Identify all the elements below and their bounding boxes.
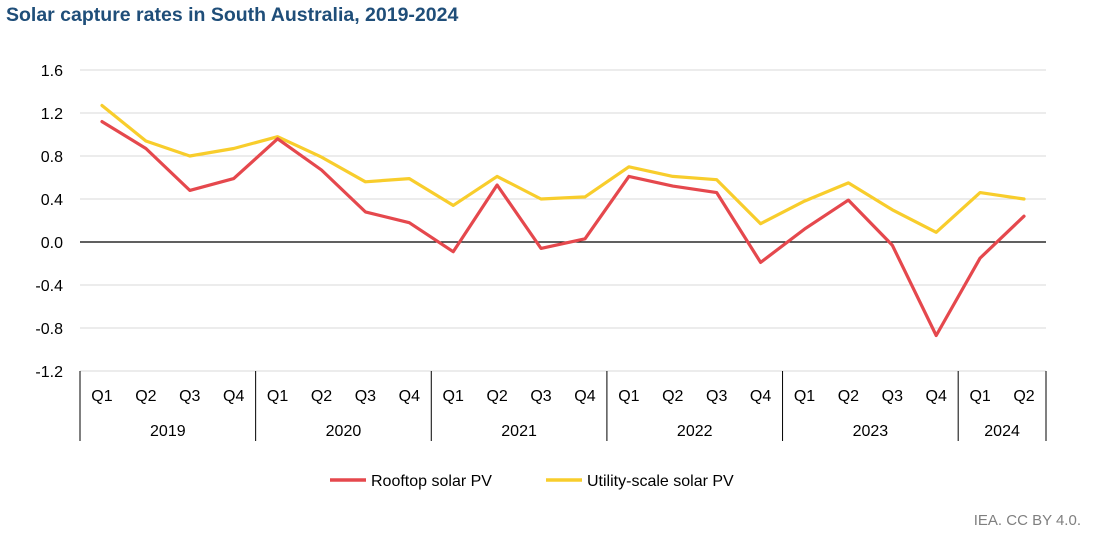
x-tick-label: Q1: [794, 388, 815, 405]
year-group-label: 2021: [501, 423, 537, 440]
series-line-utility-scale-solar-pv: [100, 103, 1026, 234]
y-tick-label: 0.0: [41, 235, 63, 252]
series-lines: [100, 103, 1026, 338]
legend: Rooftop solar PV Utility-scale solar PV: [330, 473, 734, 490]
x-tick-label: Q1: [618, 388, 639, 405]
gridlines: [80, 69, 1046, 372]
y-tick-label: 0.4: [41, 192, 63, 209]
legend-label: Utility-scale solar PV: [587, 473, 734, 490]
y-tick-label: 1.2: [41, 106, 63, 123]
year-group-label: 2019: [150, 423, 186, 440]
year-group-label: 2024: [984, 423, 1020, 440]
x-tick-label: Q2: [486, 388, 507, 405]
year-group-label: 2022: [677, 423, 713, 440]
year-group-label: 2020: [326, 423, 362, 440]
legend-label: Rooftop solar PV: [371, 473, 492, 490]
source-credit: IEA. CC BY 4.0.: [973, 512, 1081, 529]
x-tick-label: Q2: [1013, 388, 1034, 405]
x-tick-label: Q3: [530, 388, 551, 405]
x-tick-label: Q2: [135, 388, 156, 405]
y-tick-label: -0.8: [35, 321, 63, 338]
year-group-label: 2023: [853, 423, 889, 440]
x-tick-label: Q1: [969, 388, 990, 405]
series-line-rooftop-solar-pv: [100, 119, 1026, 338]
y-tick-label: -1.2: [35, 364, 63, 381]
x-tick-label: Q3: [355, 388, 376, 405]
y-axis-ticks: 1.6 1.2 0.8 0.4 0.0 -0.4 -0.8 -1.2: [35, 63, 63, 381]
x-tick-label: Q1: [91, 388, 112, 405]
x-tick-label: Q1: [267, 388, 288, 405]
x-tick-label: Q3: [179, 388, 200, 405]
x-tick-label: Q4: [750, 388, 771, 405]
y-tick-label: -0.4: [35, 278, 63, 295]
y-tick-label: 1.6: [41, 63, 63, 80]
x-tick-label: Q2: [838, 388, 859, 405]
x-tick-label: Q4: [926, 388, 947, 405]
x-tick-label: Q3: [706, 388, 727, 405]
x-tick-label: Q2: [662, 388, 683, 405]
x-tick-label: Q4: [399, 388, 420, 405]
category-axis: Q1 Q2 Q3 Q4 Q1 Q2 Q3 Q4 Q1 Q2 Q3 Q4 Q1 Q2 Q3 Q4 Q1 Q2 Q3 Q4…: [79, 371, 1047, 441]
y-tick-label: 0.8: [41, 149, 63, 166]
chart-title: Solar capture rates in South Australia, …: [6, 4, 459, 26]
x-tick-label: Q4: [574, 388, 595, 405]
x-tick-label: Q3: [882, 388, 903, 405]
x-tick-label: Q4: [223, 388, 244, 405]
x-tick-label: Q2: [311, 388, 332, 405]
x-tick-label: Q1: [443, 388, 464, 405]
